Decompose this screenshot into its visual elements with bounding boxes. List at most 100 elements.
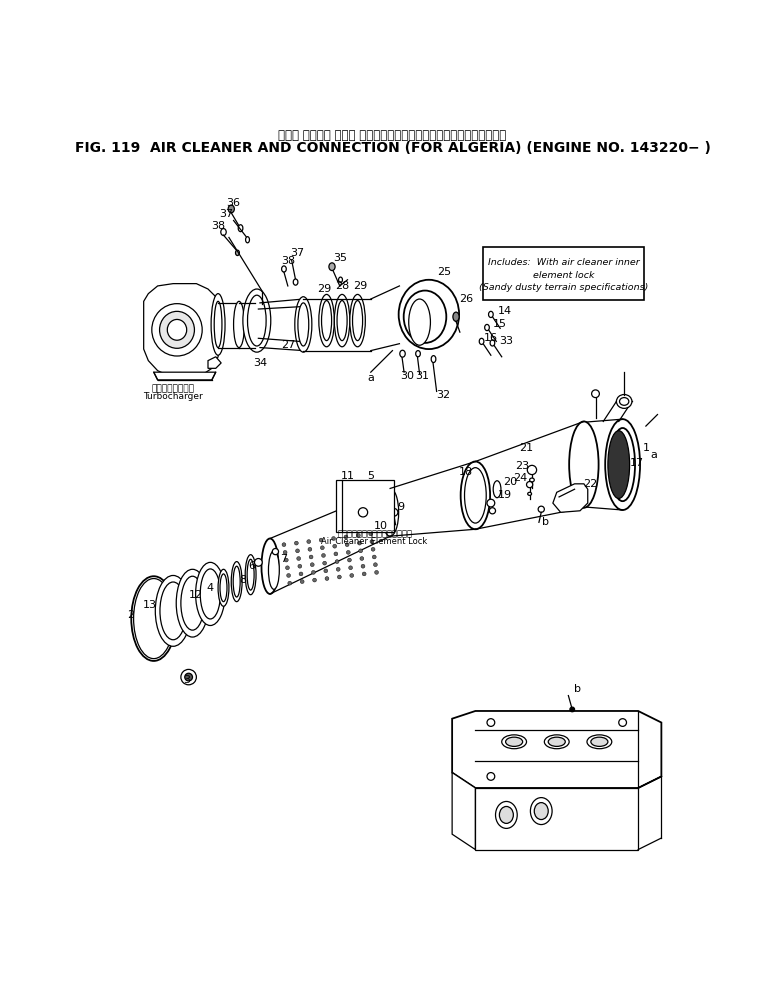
- Ellipse shape: [243, 289, 271, 352]
- Text: 7: 7: [281, 554, 288, 564]
- Ellipse shape: [233, 566, 240, 597]
- Circle shape: [359, 549, 363, 553]
- Ellipse shape: [610, 428, 635, 501]
- Ellipse shape: [415, 350, 420, 357]
- Circle shape: [272, 548, 278, 555]
- Ellipse shape: [231, 562, 242, 601]
- Text: FIG. 119  AIR CLEANER AND CONNECTION (FOR ALGERIA) (ENGINE NO. 143220− ): FIG. 119 AIR CLEANER AND CONNECTION (FOR…: [74, 141, 711, 155]
- Ellipse shape: [479, 338, 484, 344]
- Ellipse shape: [200, 569, 220, 619]
- Ellipse shape: [176, 570, 209, 637]
- Circle shape: [321, 554, 325, 557]
- Text: 4: 4: [207, 583, 214, 592]
- Circle shape: [360, 557, 364, 561]
- Circle shape: [287, 574, 291, 578]
- Text: 16: 16: [484, 333, 498, 342]
- Text: a: a: [367, 373, 374, 384]
- Ellipse shape: [160, 582, 187, 640]
- Ellipse shape: [549, 737, 565, 747]
- Circle shape: [362, 572, 366, 576]
- Text: 19: 19: [498, 490, 512, 501]
- Ellipse shape: [214, 301, 222, 347]
- Ellipse shape: [228, 205, 234, 213]
- Ellipse shape: [246, 237, 249, 243]
- Text: 38: 38: [281, 256, 295, 266]
- Ellipse shape: [350, 294, 366, 346]
- Circle shape: [373, 563, 377, 567]
- Ellipse shape: [220, 574, 227, 601]
- Text: 6: 6: [249, 561, 256, 572]
- Text: 23: 23: [515, 461, 529, 471]
- Ellipse shape: [196, 563, 225, 626]
- Text: 27: 27: [281, 340, 295, 350]
- Text: 2: 2: [127, 610, 134, 620]
- Text: エアー クリーナ および コネクション　　アルジェリア向　　適用号機: エアー クリーナ および コネクション アルジェリア向 適用号機: [278, 129, 506, 142]
- Text: 25: 25: [438, 267, 451, 277]
- Circle shape: [185, 673, 193, 681]
- Circle shape: [181, 669, 197, 685]
- Ellipse shape: [502, 735, 526, 749]
- Circle shape: [282, 543, 286, 546]
- Circle shape: [350, 574, 353, 578]
- Polygon shape: [553, 484, 588, 513]
- Ellipse shape: [282, 266, 286, 273]
- Text: element lock: element lock: [533, 271, 594, 279]
- Ellipse shape: [605, 419, 640, 510]
- Ellipse shape: [160, 311, 194, 348]
- Circle shape: [324, 569, 327, 573]
- Circle shape: [285, 566, 289, 570]
- Circle shape: [255, 559, 262, 566]
- Ellipse shape: [485, 325, 490, 331]
- Ellipse shape: [453, 312, 459, 322]
- Polygon shape: [452, 711, 662, 788]
- Ellipse shape: [496, 801, 517, 829]
- Text: 28: 28: [335, 281, 349, 291]
- Circle shape: [297, 557, 301, 561]
- Circle shape: [357, 541, 361, 545]
- Text: b: b: [542, 518, 549, 527]
- Text: 29: 29: [317, 284, 331, 294]
- Text: Includes:  With air cleaner inner: Includes: With air cleaner inner: [488, 258, 640, 268]
- Text: 21: 21: [519, 443, 532, 453]
- Circle shape: [591, 390, 599, 398]
- Text: 38: 38: [211, 220, 225, 231]
- Ellipse shape: [399, 279, 459, 349]
- Circle shape: [295, 549, 299, 553]
- Ellipse shape: [528, 492, 532, 495]
- Text: 12: 12: [189, 590, 203, 600]
- Ellipse shape: [493, 481, 501, 498]
- Ellipse shape: [298, 303, 309, 346]
- Ellipse shape: [529, 478, 534, 482]
- Ellipse shape: [168, 320, 187, 340]
- Text: 5: 5: [367, 471, 374, 481]
- Circle shape: [313, 579, 317, 582]
- Text: 11: 11: [341, 471, 355, 481]
- Ellipse shape: [132, 577, 176, 661]
- Text: 8: 8: [239, 575, 246, 585]
- Circle shape: [358, 508, 368, 517]
- Circle shape: [285, 558, 288, 562]
- Ellipse shape: [569, 421, 598, 508]
- Circle shape: [619, 718, 627, 726]
- Circle shape: [307, 539, 311, 543]
- Circle shape: [344, 535, 348, 539]
- Circle shape: [487, 772, 495, 780]
- Circle shape: [347, 558, 351, 562]
- Ellipse shape: [236, 250, 239, 256]
- Text: 1: 1: [643, 443, 649, 453]
- Ellipse shape: [293, 279, 298, 285]
- Circle shape: [333, 544, 337, 548]
- Ellipse shape: [431, 355, 436, 362]
- Text: 33: 33: [500, 337, 513, 346]
- Ellipse shape: [409, 299, 431, 345]
- Ellipse shape: [218, 570, 229, 606]
- Text: 22: 22: [583, 479, 597, 489]
- Text: 32: 32: [436, 391, 450, 400]
- Ellipse shape: [490, 339, 495, 346]
- Ellipse shape: [464, 467, 487, 523]
- Circle shape: [371, 547, 375, 551]
- Text: 3: 3: [184, 675, 190, 685]
- Circle shape: [334, 552, 338, 556]
- Circle shape: [487, 499, 495, 507]
- Ellipse shape: [608, 431, 630, 499]
